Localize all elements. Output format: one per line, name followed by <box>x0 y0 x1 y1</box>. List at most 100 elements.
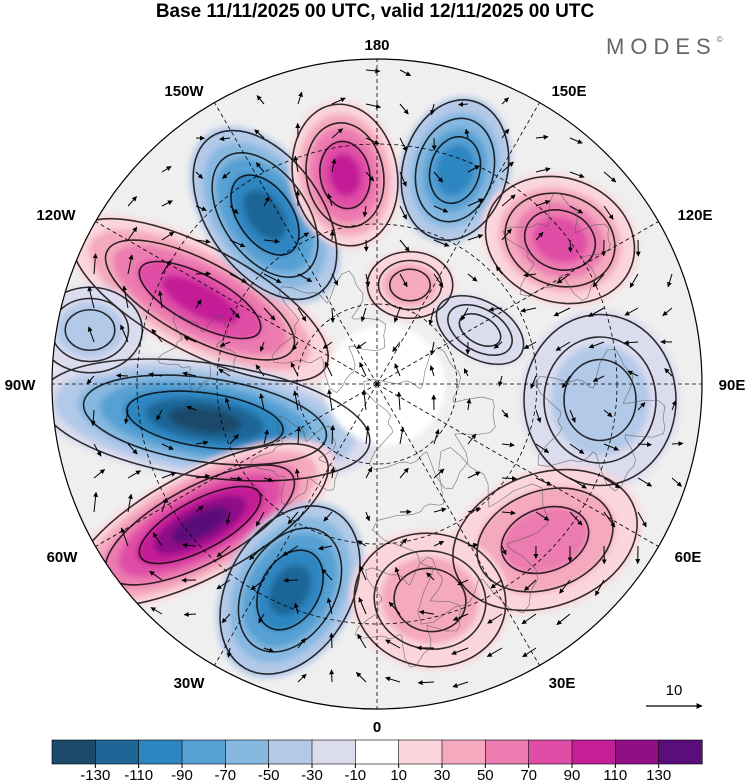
longitude-line <box>91 218 378 385</box>
coastline <box>502 192 611 301</box>
colorbar-tick-label: -70 <box>214 767 236 783</box>
arrow-icon <box>195 171 203 179</box>
arrow-icon <box>329 632 335 649</box>
longitude-line <box>91 383 378 550</box>
map-border <box>51 58 703 710</box>
arrow-icon <box>150 607 163 615</box>
arrow-icon <box>629 273 639 288</box>
height-contour <box>428 135 482 205</box>
height-contour <box>52 358 371 482</box>
arrow-icon <box>524 579 537 591</box>
arrow-icon <box>569 205 584 214</box>
arrow-icon <box>487 613 503 624</box>
colorbar-tick-label: -30 <box>301 767 323 783</box>
longitude-line <box>376 383 663 550</box>
arrow-icon <box>556 273 571 284</box>
arrow-icon <box>123 409 129 425</box>
arrow-icon <box>385 676 401 683</box>
arrow-icon <box>467 165 480 173</box>
height-contour <box>476 487 614 593</box>
label-60w: 60W <box>47 549 79 566</box>
arrow-icon <box>399 239 410 252</box>
anomaly-contour <box>243 189 287 241</box>
coastline <box>363 346 496 489</box>
arrow-icon <box>323 511 333 522</box>
colorbar-tick-label: 50 <box>477 767 494 783</box>
colorbar-swatch <box>268 739 313 765</box>
arrow-icon <box>365 103 381 109</box>
height-contour <box>393 567 467 633</box>
arrow-icon <box>627 370 639 377</box>
arrow-icon <box>182 371 197 377</box>
arrow-icon <box>501 194 516 207</box>
anomaly-contour <box>532 216 588 264</box>
colorbar-swatch <box>225 739 270 765</box>
arrow-icon <box>218 368 231 377</box>
arrow-icon <box>388 601 401 615</box>
arrow-icon <box>86 375 95 385</box>
arrow-icon <box>216 545 231 558</box>
arrow-icon <box>219 136 231 142</box>
anomaly-contour <box>168 406 242 434</box>
arrow-icon <box>224 397 231 411</box>
arrow-icon <box>216 579 231 590</box>
arrow-icon <box>357 540 367 547</box>
arrow-icon <box>255 511 265 527</box>
arrow-icon <box>359 565 367 581</box>
arrow-icon <box>152 532 163 547</box>
height-contour <box>484 175 636 305</box>
arrow-icon <box>356 672 367 683</box>
height-contour <box>319 140 371 210</box>
arrow-icon <box>282 545 299 557</box>
anomaly-contour <box>435 144 475 196</box>
arrow-icon <box>592 375 605 382</box>
arrow-icon <box>637 477 653 487</box>
arrow-icon <box>501 409 509 418</box>
arrow-icon <box>297 307 307 322</box>
arrow-icon <box>399 273 408 288</box>
arrow-icon <box>399 426 405 445</box>
arrow-icon <box>356 341 367 350</box>
arrow-icon <box>263 196 270 207</box>
arrow-icon <box>161 471 177 479</box>
arrow-icon <box>501 128 510 139</box>
arrow-icon <box>259 393 265 411</box>
arrow-icon <box>671 400 677 411</box>
arrow-icon <box>116 373 129 379</box>
arrow-icon <box>161 443 174 450</box>
arrow-icon <box>357 633 367 649</box>
height-contour <box>458 312 502 348</box>
arrow-icon <box>365 466 373 479</box>
height-contour <box>500 505 590 575</box>
colorbar-swatch <box>615 739 660 765</box>
arrow-icon <box>331 158 337 173</box>
arrow-icon <box>151 328 163 343</box>
arrow-icon <box>495 265 503 275</box>
height-contour <box>52 297 130 363</box>
colorbar-swatch <box>485 739 530 765</box>
height-contour <box>447 303 513 357</box>
anomaly-contour <box>550 344 650 456</box>
arrow-icon <box>396 391 402 411</box>
arrow-icon <box>87 286 95 309</box>
longitude-line <box>376 98 543 385</box>
arrow-icon <box>93 443 102 457</box>
arrow-icon <box>122 285 129 309</box>
arrow-icon <box>327 389 333 411</box>
height-contour <box>256 549 324 631</box>
arrow-icon <box>127 470 142 479</box>
arrow-icon <box>433 171 444 183</box>
arrow-icon <box>359 362 367 377</box>
arrow-icon <box>293 602 299 615</box>
arrow-icon <box>569 511 583 526</box>
arrow-icon <box>433 540 445 547</box>
height-contour <box>414 117 496 223</box>
arrow-icon <box>501 475 517 481</box>
arrow-icon <box>662 307 673 317</box>
label-60e: 60E <box>675 549 702 566</box>
longitude-line <box>376 218 663 385</box>
arrow-icon <box>360 307 367 322</box>
arrow-icon <box>186 405 197 411</box>
arrow-icon <box>433 205 449 213</box>
